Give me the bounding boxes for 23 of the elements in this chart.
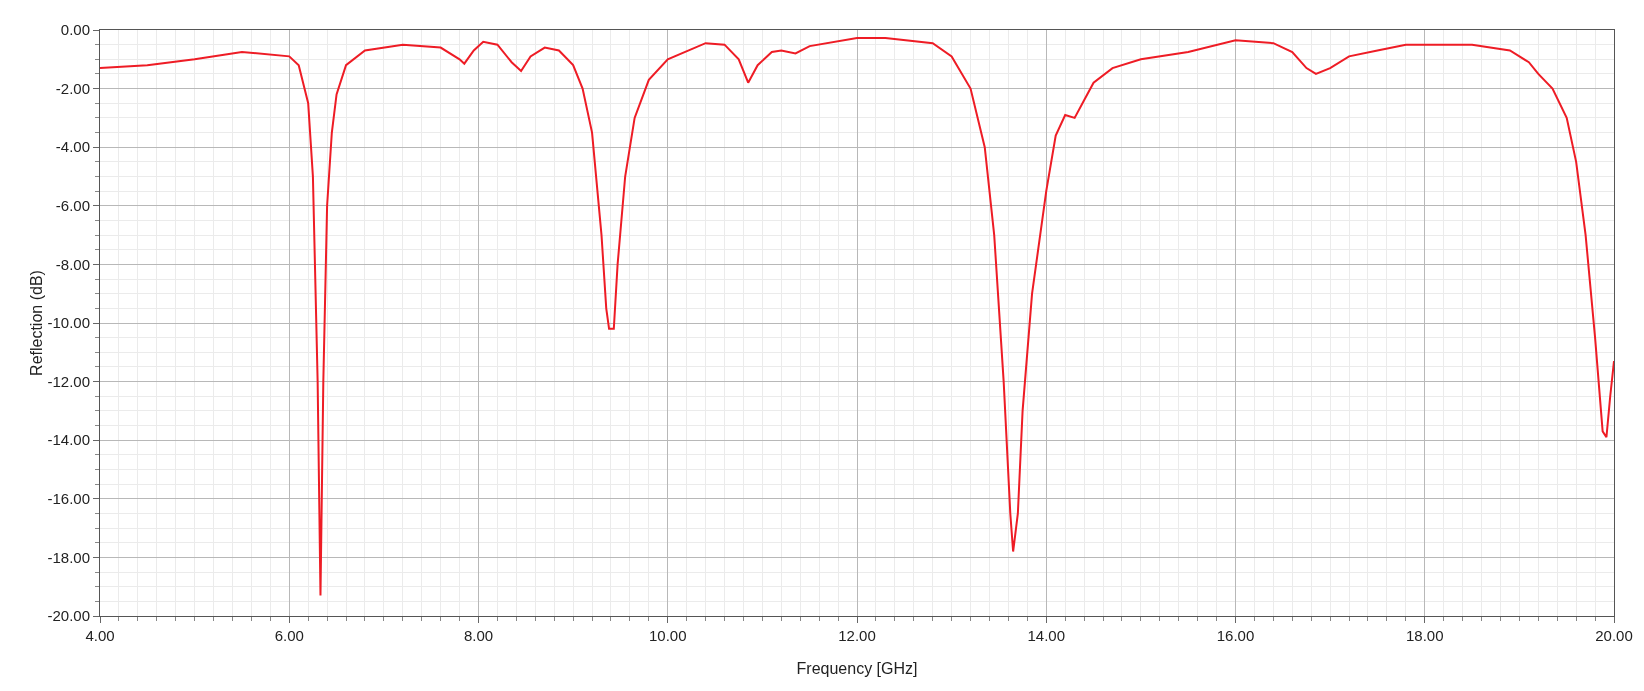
y-tick-label: -6.00 (55, 197, 90, 215)
y-tick-label: -8.00 (55, 255, 90, 273)
y-tick-label: -10.00 (47, 314, 90, 332)
x-tick-label: 8.00 (463, 627, 494, 644)
x-tick-label: 20.00 (1595, 627, 1633, 644)
y-tick-label: -14.00 (47, 431, 90, 449)
y-tick-label: -4.00 (55, 138, 90, 156)
x-axis-title: Frequency [GHz] (796, 660, 918, 677)
x-tick-label: 4.00 (85, 627, 115, 644)
y-tick-label: -20.00 (47, 607, 90, 625)
x-tick-label: 18.00 (1405, 627, 1444, 644)
x-tick-label: 16.00 (1216, 627, 1255, 644)
x-tick-label: 12.00 (838, 627, 876, 644)
y-tick-label: -18.00 (47, 548, 90, 566)
x-tick-label: 14.00 (1027, 627, 1066, 644)
y-tick-label: -2.00 (55, 79, 90, 97)
line-series (100, 36, 1614, 597)
y-tick-label: 0.00 (60, 21, 90, 39)
y-tick-label: -16.00 (47, 490, 90, 508)
y-axis-title: Reflection (dB) (28, 270, 46, 376)
x-tick-label: 6.00 (274, 627, 304, 644)
y-tick-label: -12.00 (47, 372, 90, 390)
x-tick-label: 10.00 (648, 627, 687, 644)
